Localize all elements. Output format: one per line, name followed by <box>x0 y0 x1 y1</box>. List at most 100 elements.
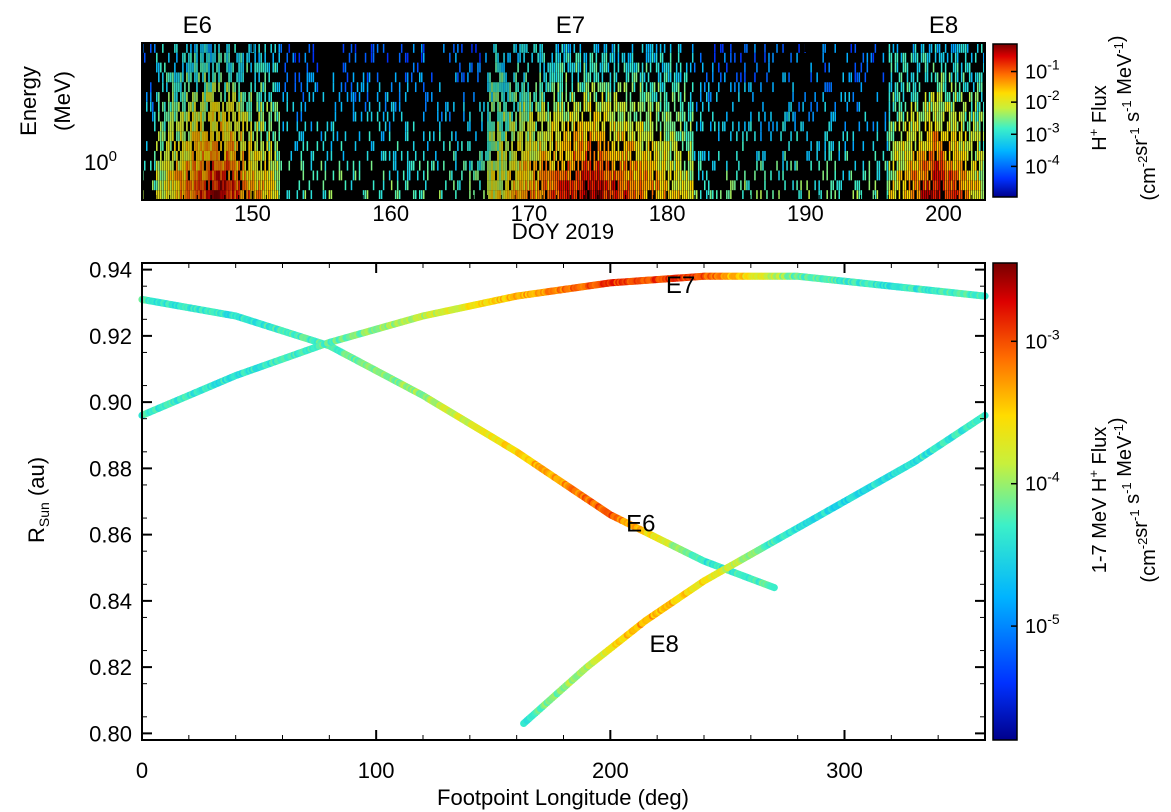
spectrogram-cell <box>152 180 154 191</box>
spectrogram-cell <box>242 141 244 151</box>
spectrogram-cell <box>392 101 395 112</box>
spectrogram-cell <box>531 190 533 200</box>
spectrogram-cell <box>489 82 491 93</box>
spectrogram-cell <box>481 121 483 132</box>
spectrogram-cell <box>282 121 285 132</box>
spectrogram-cell <box>312 150 315 161</box>
spectrogram-cell <box>647 131 650 142</box>
spectrogram-cell <box>952 141 955 151</box>
spectrogram-cell <box>523 150 525 161</box>
spectrogram-cell <box>693 150 696 161</box>
spectrogram-cell <box>186 111 188 122</box>
spectrogram-cell <box>876 170 879 181</box>
spectrogram-cell <box>695 101 698 112</box>
spectrogram-cell <box>248 92 250 102</box>
spectrogram-cell <box>344 131 347 142</box>
spectrogram-cell <box>619 82 622 93</box>
spectrogram-cell <box>914 131 917 142</box>
spectrogram-cell <box>471 62 473 73</box>
spectrogram-cell <box>569 111 572 122</box>
spectrogram-cell <box>404 52 407 63</box>
spectrogram-cell <box>184 131 186 142</box>
spectrogram-cell <box>683 160 686 171</box>
spectrogram-cell <box>844 92 847 102</box>
spectrogram-cell <box>286 52 289 63</box>
spectrogram-cell <box>589 160 592 171</box>
spectrogram-cell <box>944 82 947 93</box>
spectrogram-cell <box>553 72 555 83</box>
spectrogram-cell <box>172 160 174 171</box>
spectrogram-cell <box>563 101 566 112</box>
spectrogram-cell <box>968 131 971 142</box>
spectrogram-cell <box>874 150 877 161</box>
spectrogram-cell <box>649 82 652 93</box>
spectrogram-cell <box>916 190 919 200</box>
spectrogram-cell <box>555 141 557 151</box>
spectrogram-cell <box>635 190 638 200</box>
spectrogram-cell <box>497 150 499 161</box>
spectrogram-cell <box>575 111 578 122</box>
spectrogram-cell <box>970 131 973 142</box>
spectrogram-cell <box>966 180 969 191</box>
spectrogram-cell <box>597 43 600 53</box>
spectrogram-cell <box>561 43 563 53</box>
spectrogram-cell <box>414 82 417 93</box>
spectrogram-cell <box>312 43 315 53</box>
spectrogram-cell <box>308 180 311 191</box>
spectrogram-cell <box>208 72 210 83</box>
spectrogram-cell <box>224 141 226 151</box>
spectrogram-cell <box>180 72 182 83</box>
spectrogram-cell <box>262 82 264 93</box>
spectrogram-cell <box>198 111 200 122</box>
spectrogram-cell <box>499 141 501 151</box>
spectrogram-cell <box>489 150 491 161</box>
spectrogram-cell <box>186 92 188 102</box>
spectrogram-cell <box>663 141 666 151</box>
spectrogram-cell <box>609 150 612 161</box>
spectrogram-cell <box>589 111 592 122</box>
spectrogram-cell <box>641 101 644 112</box>
spectrogram-cell <box>541 160 543 171</box>
spectrogram-cell <box>579 52 582 63</box>
spectrogram-cell <box>166 170 168 181</box>
spectrogram-cell <box>404 180 407 191</box>
spectrogram-cell <box>938 82 941 93</box>
spectrogram-cell <box>529 101 531 112</box>
spectrogram-cell <box>228 150 230 161</box>
spectrogram-cell <box>218 43 220 53</box>
spectrogram-cell <box>776 43 778 53</box>
annotation-e8: E8 <box>650 631 679 658</box>
spectrogram-cell <box>483 190 485 200</box>
spectrogram-cell <box>483 101 485 112</box>
spectrogram-cell <box>888 82 891 93</box>
spectrogram-cell <box>858 180 861 191</box>
spectrogram-cell <box>511 131 513 142</box>
spectrogram-cell <box>268 141 270 151</box>
spectrogram-cell <box>505 82 507 93</box>
spectrogram-cell <box>286 101 289 112</box>
spectrogram-cell <box>479 62 481 73</box>
spectrogram-cell <box>611 141 614 151</box>
spectrogram-cell <box>966 82 969 93</box>
spectrogram-cell <box>665 92 668 102</box>
spectrogram-cell <box>595 111 598 122</box>
spectrogram-cell <box>896 160 899 171</box>
spectrogram-cell <box>623 170 626 181</box>
spectrogram-cell <box>593 82 596 93</box>
spectrogram-cell <box>669 111 672 122</box>
spectrogram-cell <box>589 101 592 112</box>
spectrogram-cell <box>918 131 921 142</box>
spectrogram-cell <box>260 111 262 122</box>
spectrogram-cell <box>956 121 959 132</box>
spectrogram-cell <box>659 121 662 132</box>
spectrogram-cell <box>360 82 363 93</box>
spectrogram-cell <box>555 43 557 53</box>
spectrogram-cell <box>226 131 228 142</box>
spectrogram-cell <box>214 101 216 112</box>
spectrogram-cell <box>158 170 160 181</box>
spectrogram-cell <box>896 82 899 93</box>
spectrogram-cell <box>222 160 224 171</box>
spectrogram-cell <box>242 52 244 63</box>
spectrogram-cell <box>390 101 393 112</box>
spectrogram-cell <box>908 190 911 200</box>
